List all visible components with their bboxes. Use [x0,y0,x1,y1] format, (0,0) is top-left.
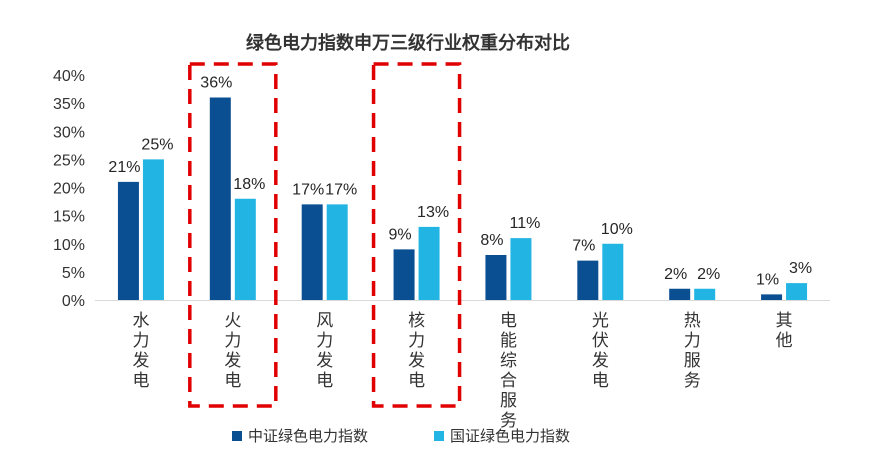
category-labels: 水力发电 火力发电 风力发电 核力发电 电能综合服务 光伏发电 热力服务 其他 [132,311,792,431]
category-label: 热力服务 [684,311,701,391]
y-tick-label: 20% [53,181,85,198]
bar-csi-7 [761,294,783,300]
bar-cni-2 [326,204,348,300]
category-label: 水力发电 [132,311,149,391]
y-tick-label: 35% [53,96,85,113]
bar-csi-6 [669,288,691,300]
y-tick-label: 5% [62,265,85,282]
data-label: 2% [664,266,687,283]
category-label: 电能综合服务 [500,311,517,431]
bar-cni-5 [602,243,624,300]
y-tick-label: 25% [53,152,85,169]
data-label: 25% [141,136,173,153]
bar-cni-6 [694,288,716,300]
bar-csi-4 [485,255,507,300]
data-label: 17% [292,181,324,198]
bars [117,97,808,300]
data-label: 9% [389,226,412,243]
bar-cni-1 [234,198,256,300]
bar-csi-0 [117,181,139,300]
highlight-boxes [188,62,462,408]
bar-cni-7 [786,283,808,300]
y-tick-label: 30% [53,124,85,141]
data-label: 3% [789,260,812,277]
data-labels: 21%25% 36% 18% 17% 17% 9% 13% 8% 11% 7% 10% 2% 2% 1% 3… [108,75,812,289]
category-label: 风力发电 [316,311,333,391]
data-label: 10% [601,221,633,238]
data-label: 8% [480,232,503,249]
data-label: 11% [510,215,541,232]
legend-swatch [232,431,242,441]
y-tick-label: 0% [62,293,85,310]
bar-cni-0 [142,159,164,300]
bar-csi-3 [393,249,415,300]
legend-label: 国证绿色电力指数 [450,427,570,445]
y-tick-label: 10% [53,237,85,254]
category-label: 核力发电 [408,311,425,391]
chart-title: 绿色电力指数申万三级行业权重分布对比 [246,32,570,54]
data-label: 1% [756,271,779,288]
data-label: 2% [697,266,720,283]
y-tick-label: 15% [53,209,85,226]
bar-csi-5 [577,260,599,300]
data-label: 13% [417,204,449,221]
y-axis: 0% 5% 10% 15% 20% 25% 30% 35% 40% [53,68,85,310]
legend-label: 中证绿色电力指数 [248,427,368,445]
category-label: 光伏发电 [592,311,609,391]
data-label: 36% [200,75,232,92]
bar-cni-4 [510,238,532,300]
legend-swatch [434,431,444,441]
bar-csi-1 [209,97,231,300]
highlight-box [188,62,278,408]
legend: 中证绿色电力指数 国证绿色电力指数 [232,427,570,445]
data-label: 18% [233,176,265,193]
data-label: 7% [572,238,595,255]
data-label: 17% [325,181,357,198]
bar-csi-2 [301,204,323,300]
highlight-box [371,62,462,408]
y-tick-label: 40% [53,68,85,85]
category-label: 其他 [776,311,793,351]
data-label: 21% [108,159,140,176]
bar-cni-3 [418,226,440,300]
category-label: 火力发电 [224,311,241,391]
